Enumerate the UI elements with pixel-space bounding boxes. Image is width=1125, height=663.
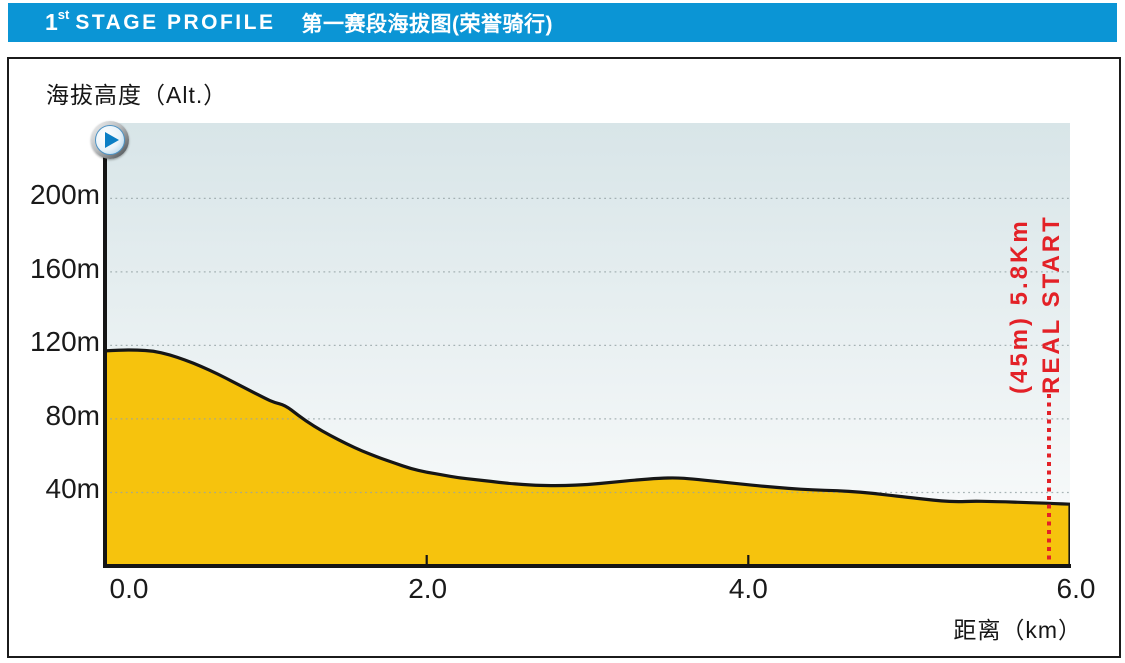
elevation-profile-plot — [105, 123, 1070, 566]
x-axis-title: 距离（km） — [953, 617, 1082, 643]
stage-ordinal-suffix: st — [57, 7, 70, 22]
y-tick-label-200m: 200m — [29, 179, 100, 211]
y-axis-title: 海拔高度（Alt.） — [46, 82, 228, 108]
x-tick-label-6.0: 6.0 — [1056, 573, 1096, 604]
play-triangle-icon — [105, 132, 119, 148]
play-icon-disc — [95, 125, 125, 155]
y-tick-label-120m: 120m — [29, 326, 100, 358]
header-title-zh: 第一赛段海拔图(荣誉骑行) — [301, 12, 553, 36]
real-start-label: REAL START — [1038, 214, 1065, 394]
start-play-icon — [91, 121, 129, 159]
y-tick-label-80m: 80m — [45, 399, 100, 431]
y-axis-line — [103, 157, 107, 568]
profile-area — [105, 350, 1070, 566]
x-axis-line — [104, 564, 1071, 568]
x-tick-label-0.0: 0.0 — [109, 573, 149, 604]
x-tick-label-4.0: 4.0 — [728, 573, 768, 604]
x-tick-mark-4 — [747, 555, 750, 566]
y-tick-label-40m: 40m — [45, 473, 100, 505]
x-tick-label-2.0: 2.0 — [408, 573, 448, 604]
header-title-en: STAGE PROFILE — [75, 10, 276, 34]
stage-number: 1 — [45, 9, 58, 35]
real-start-altitude-distance-label: (45m) 5.8Km — [1006, 218, 1033, 394]
x-tick-mark-2 — [425, 555, 428, 566]
profile-line — [105, 348, 1070, 566]
y-tick-label-160m: 160m — [29, 252, 100, 284]
